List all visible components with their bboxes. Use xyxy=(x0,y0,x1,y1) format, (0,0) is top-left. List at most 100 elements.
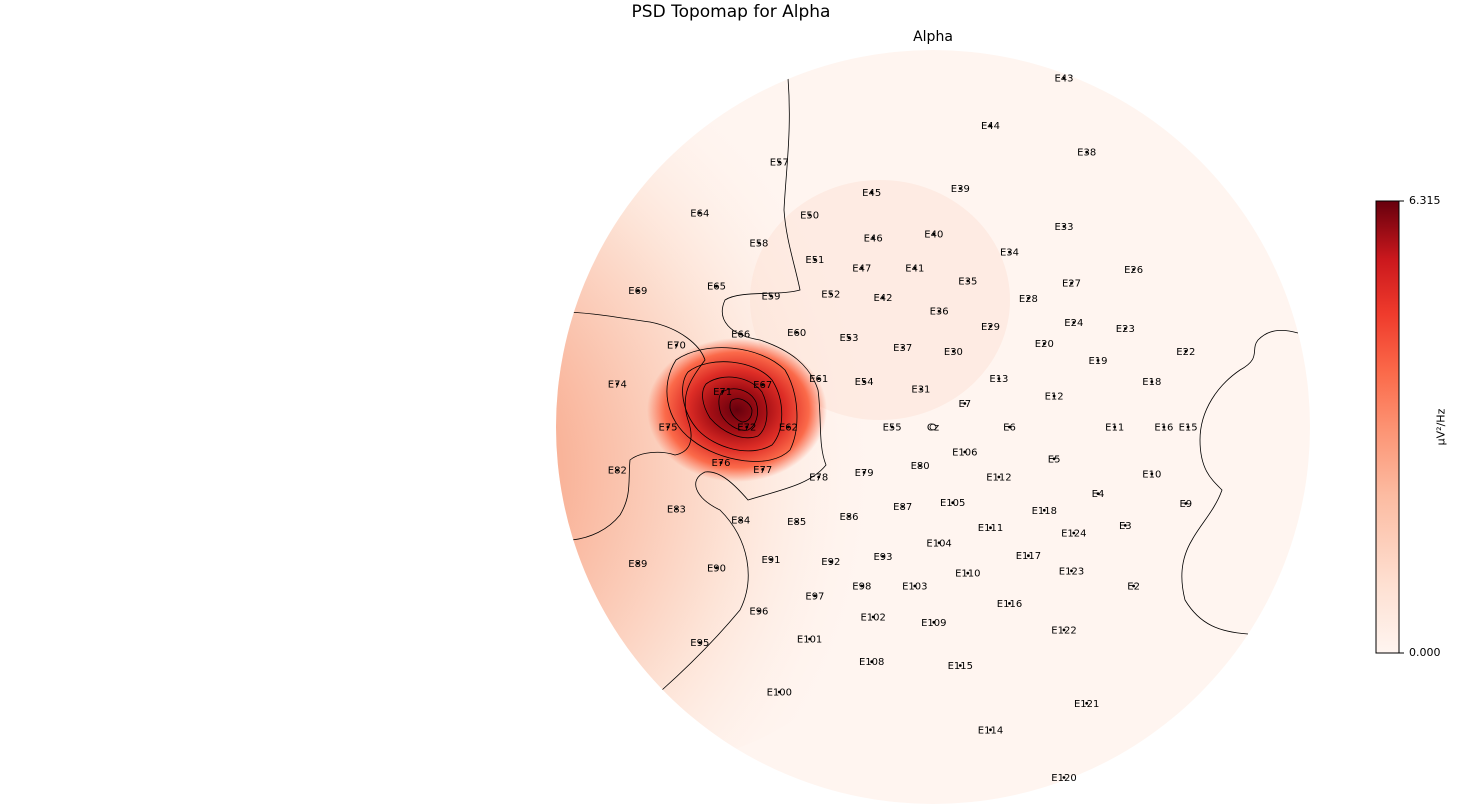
sensor-label-e76: E76 xyxy=(711,458,730,469)
sensor-label-e103: E103 xyxy=(902,582,927,593)
sensor-label-e3: E3 xyxy=(1119,521,1132,532)
sensor-marker-e10 xyxy=(1150,472,1154,476)
sensor-label-e90: E90 xyxy=(707,563,726,574)
sensor-marker-e122 xyxy=(1062,628,1066,632)
sensor-label-e5: E5 xyxy=(1048,454,1061,465)
sensor-marker-e45 xyxy=(870,190,874,194)
sensor-marker-e97 xyxy=(813,594,817,598)
sensor-marker-e123 xyxy=(1070,569,1073,573)
sensor-label-e11: E11 xyxy=(1105,423,1124,434)
sensor-marker-e47 xyxy=(860,266,864,270)
sensor-label-e116: E116 xyxy=(997,599,1022,610)
sensor-marker-e53 xyxy=(847,336,851,340)
sensor-label-e104: E104 xyxy=(926,538,951,549)
sensor-marker-e74 xyxy=(615,382,619,386)
sensor-marker-e79 xyxy=(862,470,866,474)
sensor-marker-e120 xyxy=(1062,776,1066,779)
sensor-label-e31: E31 xyxy=(911,385,930,396)
colorbar-tick-label-max: 6.315 xyxy=(1409,194,1441,207)
sensor-label-e42: E42 xyxy=(873,293,892,304)
sensor-marker-e6 xyxy=(1008,425,1011,429)
sensor-label-e6: E6 xyxy=(1003,423,1016,434)
sensor-marker-e23 xyxy=(1123,327,1127,331)
sensor-marker-e61 xyxy=(817,377,821,381)
sensor-marker-e36 xyxy=(937,309,941,313)
sensor-label-e33: E33 xyxy=(1054,222,1073,233)
sensor-label-e19: E19 xyxy=(1088,356,1107,367)
sensor-label-e96: E96 xyxy=(749,607,768,618)
sensor-marker-e102 xyxy=(871,615,875,619)
sensor-marker-e83 xyxy=(675,507,678,511)
sensor-label-e62: E62 xyxy=(779,423,798,434)
sensor-label-e57: E57 xyxy=(770,158,789,169)
sensor-marker-e51 xyxy=(813,258,817,262)
sensor-label-e112: E112 xyxy=(986,473,1011,484)
sensor-marker-e11 xyxy=(1113,425,1117,429)
sensor-label-e77: E77 xyxy=(753,465,772,476)
sensor-label-e69: E69 xyxy=(628,286,647,297)
contour-line-right xyxy=(1181,329,1299,635)
sensor-label-e67: E67 xyxy=(753,380,772,391)
sensor-marker-e40 xyxy=(932,232,936,236)
sensor-label-e58: E58 xyxy=(749,239,768,250)
sensor-marker-e62 xyxy=(787,425,790,429)
sensor-marker-e67 xyxy=(761,383,765,387)
colorbar-label: μV²/Hz xyxy=(1434,408,1448,446)
sensor-label-e34: E34 xyxy=(1000,248,1019,259)
sensor-label-e95: E95 xyxy=(690,638,709,649)
sensor-marker-e69 xyxy=(636,289,640,293)
sensor-marker-e7 xyxy=(963,402,967,405)
mid-intensity-patch xyxy=(750,180,1010,420)
sensor-label-e84: E84 xyxy=(731,516,750,527)
sensor-marker-e89 xyxy=(636,561,640,565)
sensor-label-e41: E41 xyxy=(905,264,924,275)
sensor-label-e4: E4 xyxy=(1092,489,1105,500)
sensor-label-e66: E66 xyxy=(731,329,750,340)
sensor-label-e43: E43 xyxy=(1054,74,1073,85)
sensor-label-e74: E74 xyxy=(608,379,627,390)
sensor-marker-e90 xyxy=(715,566,718,570)
sensor-marker-e52 xyxy=(829,292,833,296)
sensor-marker-e91 xyxy=(769,558,773,561)
sensor-label-e82: E82 xyxy=(608,466,627,477)
sensor-marker-e64 xyxy=(698,211,702,215)
sensor-marker-e106 xyxy=(963,450,967,454)
sensor-marker-e100 xyxy=(777,690,781,694)
sensor-marker-e105 xyxy=(951,501,955,505)
sensor-label-e124: E124 xyxy=(1061,529,1086,540)
sensor-label-e7: E7 xyxy=(958,399,971,410)
sensor-label-e93: E93 xyxy=(873,552,892,563)
colorbar-tick-label-min: 0.000 xyxy=(1409,646,1441,659)
sensor-marker-e55 xyxy=(890,425,894,429)
sensor-marker-e33 xyxy=(1062,224,1066,228)
sensor-marker-e5 xyxy=(1052,457,1056,461)
sensor-marker-e71 xyxy=(721,389,724,393)
contour-line-4 xyxy=(718,388,758,431)
sensor-label-e40: E40 xyxy=(924,230,943,241)
sensor-label-e70: E70 xyxy=(667,341,686,352)
sensor-label-e37: E37 xyxy=(893,343,912,354)
sensor-label-e118: E118 xyxy=(1032,506,1057,517)
sensor-label-e75: E75 xyxy=(658,423,677,434)
sensor-marker-e103 xyxy=(913,584,917,588)
sensor-marker-e104 xyxy=(937,541,941,545)
sensor-label-e52: E52 xyxy=(821,289,840,300)
left-intensity-region xyxy=(556,110,950,770)
sensor-label-e53: E53 xyxy=(839,333,858,344)
sensor-label-e89: E89 xyxy=(628,559,647,570)
sensor-marker-e35 xyxy=(966,279,970,283)
sensor-marker-e96 xyxy=(757,609,761,613)
sensor-marker-e92 xyxy=(829,560,833,564)
sensor-label-e20: E20 xyxy=(1035,339,1054,350)
sensor-label-e85: E85 xyxy=(787,517,806,528)
sensor-marker-e39 xyxy=(958,187,962,190)
sensor-label-e117: E117 xyxy=(1016,551,1041,562)
sensor-label-e50: E50 xyxy=(800,211,819,222)
sensor-label-e24: E24 xyxy=(1064,318,1083,329)
sensor-label-e29: E29 xyxy=(981,322,1000,333)
sensor-marker-e124 xyxy=(1072,531,1076,535)
sensor-label-e61: E61 xyxy=(809,374,828,385)
sensor-marker-e70 xyxy=(675,343,678,347)
sensor-label-e59: E59 xyxy=(761,292,780,303)
sensor-label-e39: E39 xyxy=(951,184,970,195)
